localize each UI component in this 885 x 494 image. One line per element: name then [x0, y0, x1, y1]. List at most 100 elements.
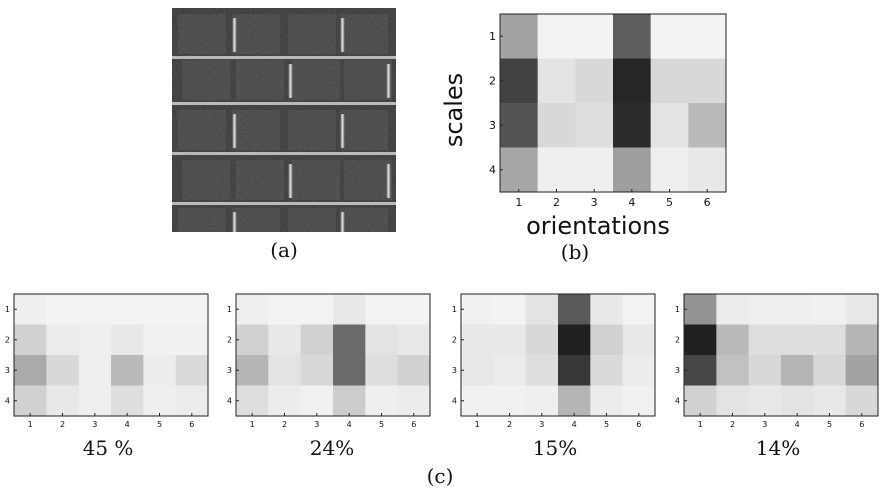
- x-tick-label: 1: [28, 420, 33, 429]
- heatmap-cell: [845, 355, 879, 386]
- x-tick-label: 6: [704, 196, 711, 209]
- heatmap-cell: [650, 103, 689, 148]
- heatmap-cell: [688, 58, 727, 104]
- heatmap-cell: [46, 294, 80, 325]
- heatmap-cell: [111, 385, 144, 417]
- heatmap-cell: [525, 294, 559, 325]
- heatmap-cell: [537, 147, 576, 193]
- heatmap-cell: [525, 324, 559, 356]
- x-tick-label: 4: [125, 420, 130, 429]
- heatmap-cell: [143, 385, 177, 417]
- heatmap-cell: [500, 103, 539, 148]
- x-axis-label: orientations: [526, 212, 670, 240]
- heatmap-cell: [46, 324, 80, 356]
- heatmap-cell: [575, 14, 614, 59]
- heatmap-cell: [622, 355, 656, 386]
- heatmap-cell: [684, 294, 717, 325]
- x-tick-label: 1: [698, 420, 703, 429]
- y-tick-label: 3: [489, 119, 496, 132]
- heatmap-cell: [175, 294, 209, 325]
- heatmap-cell: [461, 355, 494, 386]
- heatmap-cell: [650, 14, 689, 59]
- y-tick-label: 4: [5, 397, 10, 406]
- y-tick-label: 3: [227, 366, 232, 375]
- heatmap-cell: [622, 294, 656, 325]
- x-tick-label: 2: [507, 420, 512, 429]
- heatmap-cell: [78, 355, 112, 386]
- texture-wire: [288, 64, 293, 98]
- heatmap-cell: [493, 324, 527, 356]
- heatmap-cell: [748, 294, 782, 325]
- heatmap-cell: [688, 147, 727, 193]
- heatmap-cell: [716, 385, 750, 417]
- y-tick-label: 2: [489, 75, 496, 88]
- y-tick-label: 4: [227, 397, 232, 406]
- heatmap-cell: [575, 147, 614, 193]
- heatmap-cell: [365, 294, 399, 325]
- heatmap-cell: [268, 294, 302, 325]
- heatmap-cell: [14, 355, 47, 386]
- heatmap-cell: [558, 385, 591, 417]
- heatmap-cell: [111, 355, 144, 386]
- heatmap-cell: [781, 324, 814, 356]
- y-tick-label: 1: [675, 305, 680, 314]
- heatmap-cell: [333, 294, 366, 325]
- heatmap-cell: [622, 385, 656, 417]
- heatmap-cell: [688, 14, 727, 59]
- x-tick-label: 3: [762, 420, 767, 429]
- heatmap-cell: [461, 294, 494, 325]
- y-tick-label: 2: [675, 336, 680, 345]
- texture-wire: [340, 212, 345, 232]
- heatmap-cell: [781, 294, 814, 325]
- texture-wire: [288, 164, 293, 198]
- heatmap-cell: [14, 294, 47, 325]
- texture-wire: [172, 202, 396, 205]
- heatmap-cell: [558, 355, 591, 386]
- x-tick-label: 1: [475, 420, 480, 429]
- heatmap-cell: [175, 324, 209, 356]
- heatmap-cell: [143, 355, 177, 386]
- heatmap-cell: [300, 324, 334, 356]
- heatmap-cell: [845, 294, 879, 325]
- x-tick-label: 3: [591, 196, 598, 209]
- heatmap-cell: [268, 324, 302, 356]
- x-tick-label: 3: [314, 420, 319, 429]
- heatmap-cell: [684, 385, 717, 417]
- heatmap-cell: [397, 324, 431, 356]
- heatmap-cell: [175, 385, 209, 417]
- heatmap-cell: [111, 324, 144, 356]
- x-tick-label: 6: [189, 420, 194, 429]
- heatmap-cell: [716, 355, 750, 386]
- heatmap-cell: [558, 324, 591, 356]
- texture-wire: [232, 18, 237, 52]
- heatmap-cell: [813, 355, 847, 386]
- heatmap-cell: [575, 103, 614, 148]
- heatmap-cell: [613, 103, 652, 148]
- x-tick-label: 1: [250, 420, 255, 429]
- heatmap-cell: [300, 355, 334, 386]
- heatmap-cell: [500, 147, 539, 193]
- heatmap-cell: [537, 58, 576, 104]
- heatmap-cell: [500, 14, 539, 59]
- heatmap-cell: [300, 294, 334, 325]
- heatmap-cell: [78, 294, 112, 325]
- heatmap-cell: [748, 355, 782, 386]
- heatmap-cell: [613, 14, 652, 59]
- heatmap-cell: [461, 324, 494, 356]
- x-tick-label: 4: [795, 420, 800, 429]
- heatmap-cell: [684, 324, 717, 356]
- heatmap-c2: 1 2 3 4 5 6 1 2 3 4: [227, 293, 431, 429]
- x-tick-label: 2: [730, 420, 735, 429]
- y-tick-label: 1: [5, 305, 10, 314]
- heatmap-cell: [781, 385, 814, 417]
- heatmap-cell: [143, 294, 177, 325]
- caption-b: (b): [560, 240, 590, 264]
- heatmap-cell: [397, 385, 431, 417]
- heatmap-cell: [236, 294, 269, 325]
- heatmap-cell: [525, 385, 559, 417]
- heatmap-cell: [236, 385, 269, 417]
- heatmap-cell: [500, 58, 539, 104]
- plot-frame: [499, 13, 727, 193]
- heatmap-cell: [365, 355, 399, 386]
- texture-wire: [340, 18, 345, 52]
